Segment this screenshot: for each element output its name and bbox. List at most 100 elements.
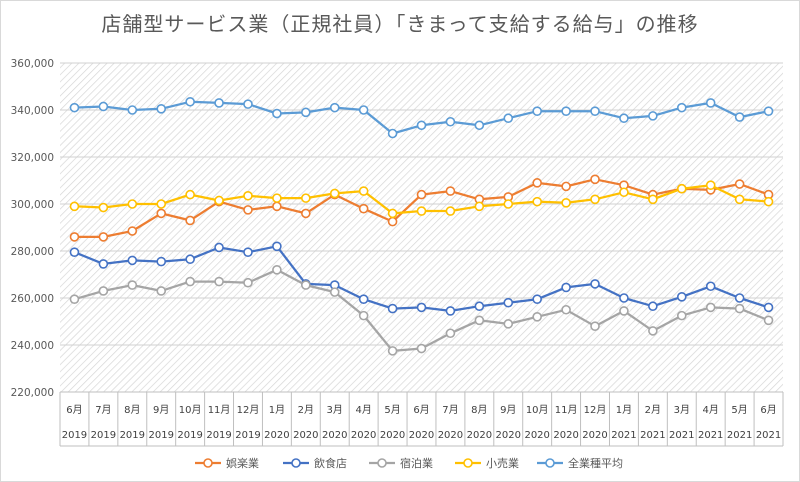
data-point (619, 306, 629, 316)
x-tick-month-label: 7月 (442, 404, 458, 416)
data-point (214, 276, 224, 287)
data-point (445, 206, 456, 216)
x-tick-year-label: 2021 (698, 430, 723, 441)
x-tick-year-label: 2019 (120, 430, 145, 441)
x-tick-year-label: 2019 (235, 430, 260, 441)
x-tick-month-label: 6月 (66, 404, 82, 416)
y-tick-label: 220,000 (11, 387, 54, 399)
x-tick-month-label: 6月 (413, 404, 429, 416)
x-tick-year-label: 2019 (206, 430, 231, 441)
data-point (474, 301, 485, 312)
x-tick-month-label: 7月 (95, 404, 111, 416)
data-point (561, 181, 571, 192)
y-tick-label: 360,000 (11, 58, 54, 70)
data-point (619, 187, 629, 198)
data-point (648, 326, 658, 336)
plot-area (60, 63, 783, 392)
x-tick-year-label: 2019 (177, 430, 202, 441)
data-point (387, 128, 398, 139)
y-tick-label: 280,000 (11, 246, 54, 258)
data-point (387, 346, 398, 356)
x-tick-month-label: 2月 (298, 404, 314, 416)
legend-marker (545, 458, 555, 468)
x-tick-year-label: 2021 (756, 430, 781, 441)
data-point (474, 201, 485, 212)
data-point (445, 306, 456, 316)
data-point (387, 303, 398, 314)
data-point (127, 255, 138, 266)
series-4 (69, 180, 774, 219)
data-point (503, 297, 514, 308)
y-tick-label: 260,000 (11, 293, 54, 305)
series-5 (69, 96, 774, 139)
data-point (214, 98, 224, 108)
x-tick-month-label: 5月 (384, 404, 400, 416)
data-point (676, 310, 687, 321)
data-point (763, 196, 774, 207)
legend-marker (463, 458, 473, 468)
x-tick-month-label: 6月 (760, 404, 776, 416)
legend-marker (203, 458, 213, 468)
legend-label: 全業種平均 (568, 456, 623, 470)
data-point (734, 179, 745, 189)
data-point (619, 293, 629, 303)
data-point (185, 254, 195, 265)
legend-item: 娯楽業 (195, 456, 259, 470)
legend-item: 小売業 (455, 457, 519, 470)
data-point (445, 116, 456, 127)
legend-label: 飲食店 (314, 456, 347, 470)
data-point (734, 293, 745, 303)
data-point (185, 276, 195, 287)
data-point (272, 108, 282, 119)
data-point (445, 328, 456, 339)
x-tick-month-label: 8月 (471, 404, 487, 416)
x-tick-month-label: 1月 (269, 404, 285, 416)
x-tick-year-label: 2020 (409, 430, 434, 441)
data-point (705, 281, 716, 292)
data-point (532, 294, 542, 304)
data-point (156, 256, 167, 267)
x-tick-month-label: 8月 (124, 404, 140, 416)
legend-label: 娯楽業 (226, 456, 259, 470)
data-point (532, 196, 542, 207)
legend-label: 宿泊業 (400, 456, 433, 470)
legend-label: 小売業 (486, 457, 519, 470)
data-point (590, 279, 600, 289)
data-point (387, 208, 398, 219)
data-point (98, 259, 109, 269)
data-point (416, 343, 427, 354)
x-tick-year-label: 2020 (380, 430, 405, 441)
x-tick-year-label: 2020 (582, 430, 607, 441)
x-tick-year-label: 2020 (351, 430, 376, 441)
x-tick-month-label: 10月 (179, 404, 202, 416)
data-point (301, 208, 311, 219)
x-tick-month-label: 3月 (327, 404, 343, 416)
x-tick-month-label: 1月 (616, 404, 632, 416)
data-point (416, 302, 427, 313)
data-point (243, 277, 253, 288)
x-tick-year-label: 2019 (148, 430, 173, 441)
chart-title: 店舗型サービス業（正規社員）「きまって支給する給与」の推移 (101, 12, 699, 36)
data-point (532, 311, 542, 322)
data-point (648, 194, 658, 205)
data-point (763, 315, 774, 326)
data-point (503, 319, 514, 329)
data-point (127, 280, 138, 290)
data-point (474, 315, 485, 326)
x-tick-month-label: 9月 (153, 404, 169, 416)
legend-item: 飲食店 (283, 456, 347, 470)
data-point (98, 232, 109, 242)
data-point (272, 201, 282, 212)
x-tick-year-label: 2020 (467, 430, 492, 441)
y-tick-label: 240,000 (11, 340, 54, 352)
data-point (561, 282, 571, 293)
series-3 (69, 264, 774, 356)
x-tick-month-label: 4月 (355, 404, 371, 416)
data-point (358, 105, 369, 115)
data-point (69, 201, 80, 212)
data-point (185, 96, 195, 107)
data-point (648, 301, 658, 312)
data-point (676, 183, 687, 194)
data-point (734, 112, 745, 122)
data-point (98, 202, 109, 213)
